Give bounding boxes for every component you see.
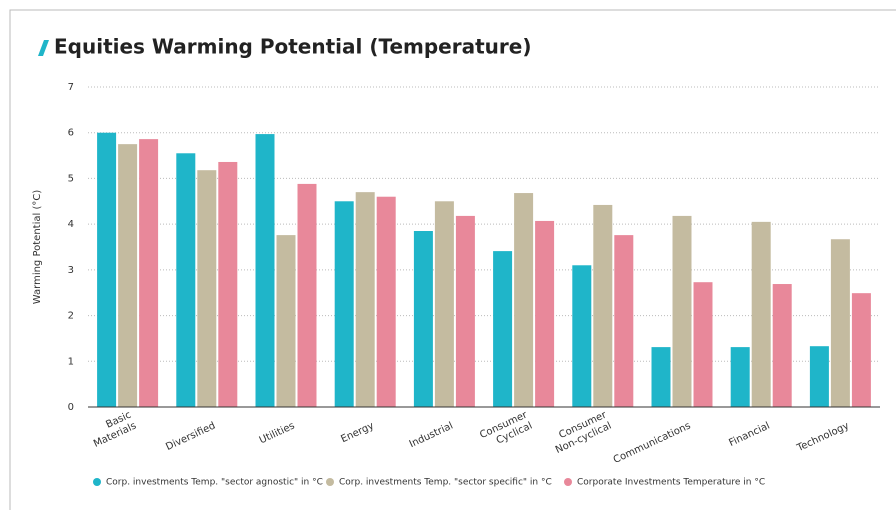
x-tick-label: Financial (727, 420, 771, 448)
legend-marker (564, 478, 572, 486)
x-tick-label: BasicMaterials (87, 410, 138, 450)
bar (297, 183, 317, 407)
y-tick-label: 2 (68, 311, 74, 322)
x-tick-label: Utilities (258, 420, 297, 446)
chart-title: Equities Warming Potential (Temperature) (54, 35, 531, 59)
bar (355, 192, 375, 407)
bar (218, 161, 238, 407)
bar (593, 204, 613, 407)
bar (493, 251, 513, 407)
bar (334, 201, 354, 407)
bar (651, 347, 671, 407)
bar (514, 193, 534, 407)
bar (672, 215, 692, 407)
bar (809, 346, 829, 407)
legend-label: Corporate Investments Temperature in °C (577, 478, 765, 488)
bar (851, 293, 871, 407)
y-tick-label: 6 (68, 128, 74, 139)
bar (434, 201, 454, 407)
bar (176, 153, 196, 407)
y-tick-label: 0 (68, 402, 74, 413)
bar (276, 235, 296, 407)
card-border (9, 9, 896, 510)
y-tick-label: 4 (68, 219, 74, 230)
bar (97, 132, 117, 407)
bar (772, 284, 792, 407)
y-tick-label: 7 (68, 82, 74, 93)
bar (830, 239, 850, 407)
legend-marker (93, 478, 101, 486)
legend-label: Corp. investments Temp. "sector agnostic… (106, 478, 323, 488)
x-tick-label: Diversified (164, 420, 217, 453)
bar (197, 170, 217, 407)
bar (614, 235, 634, 407)
bar (693, 282, 713, 407)
bar (535, 220, 555, 407)
bar (118, 144, 138, 407)
y-tick-label: 3 (68, 265, 74, 276)
x-tick-label: Technology (795, 420, 851, 454)
bar (455, 215, 475, 407)
x-tick-label: Communications (612, 420, 693, 465)
bar (376, 196, 396, 407)
bar (413, 231, 433, 407)
bar (255, 134, 275, 408)
bar (730, 347, 750, 407)
bar (139, 139, 159, 407)
y-axis-label: Warming Potential (°C) (32, 190, 43, 305)
x-tick-label: ConsumerCyclical (478, 409, 535, 452)
y-tick-label: 1 (68, 356, 74, 367)
title-icon (38, 40, 49, 56)
x-tick-label: Industrial (408, 420, 455, 450)
bar (572, 265, 592, 407)
x-tick-label: Energy (339, 420, 375, 445)
legend-marker (326, 478, 334, 486)
y-tick-label: 5 (68, 173, 74, 184)
bar (751, 221, 771, 407)
x-tick-label: ConsumerNon-cyclical (549, 409, 614, 456)
legend-label: Corp. investments Temp. "sector specific… (339, 478, 552, 488)
